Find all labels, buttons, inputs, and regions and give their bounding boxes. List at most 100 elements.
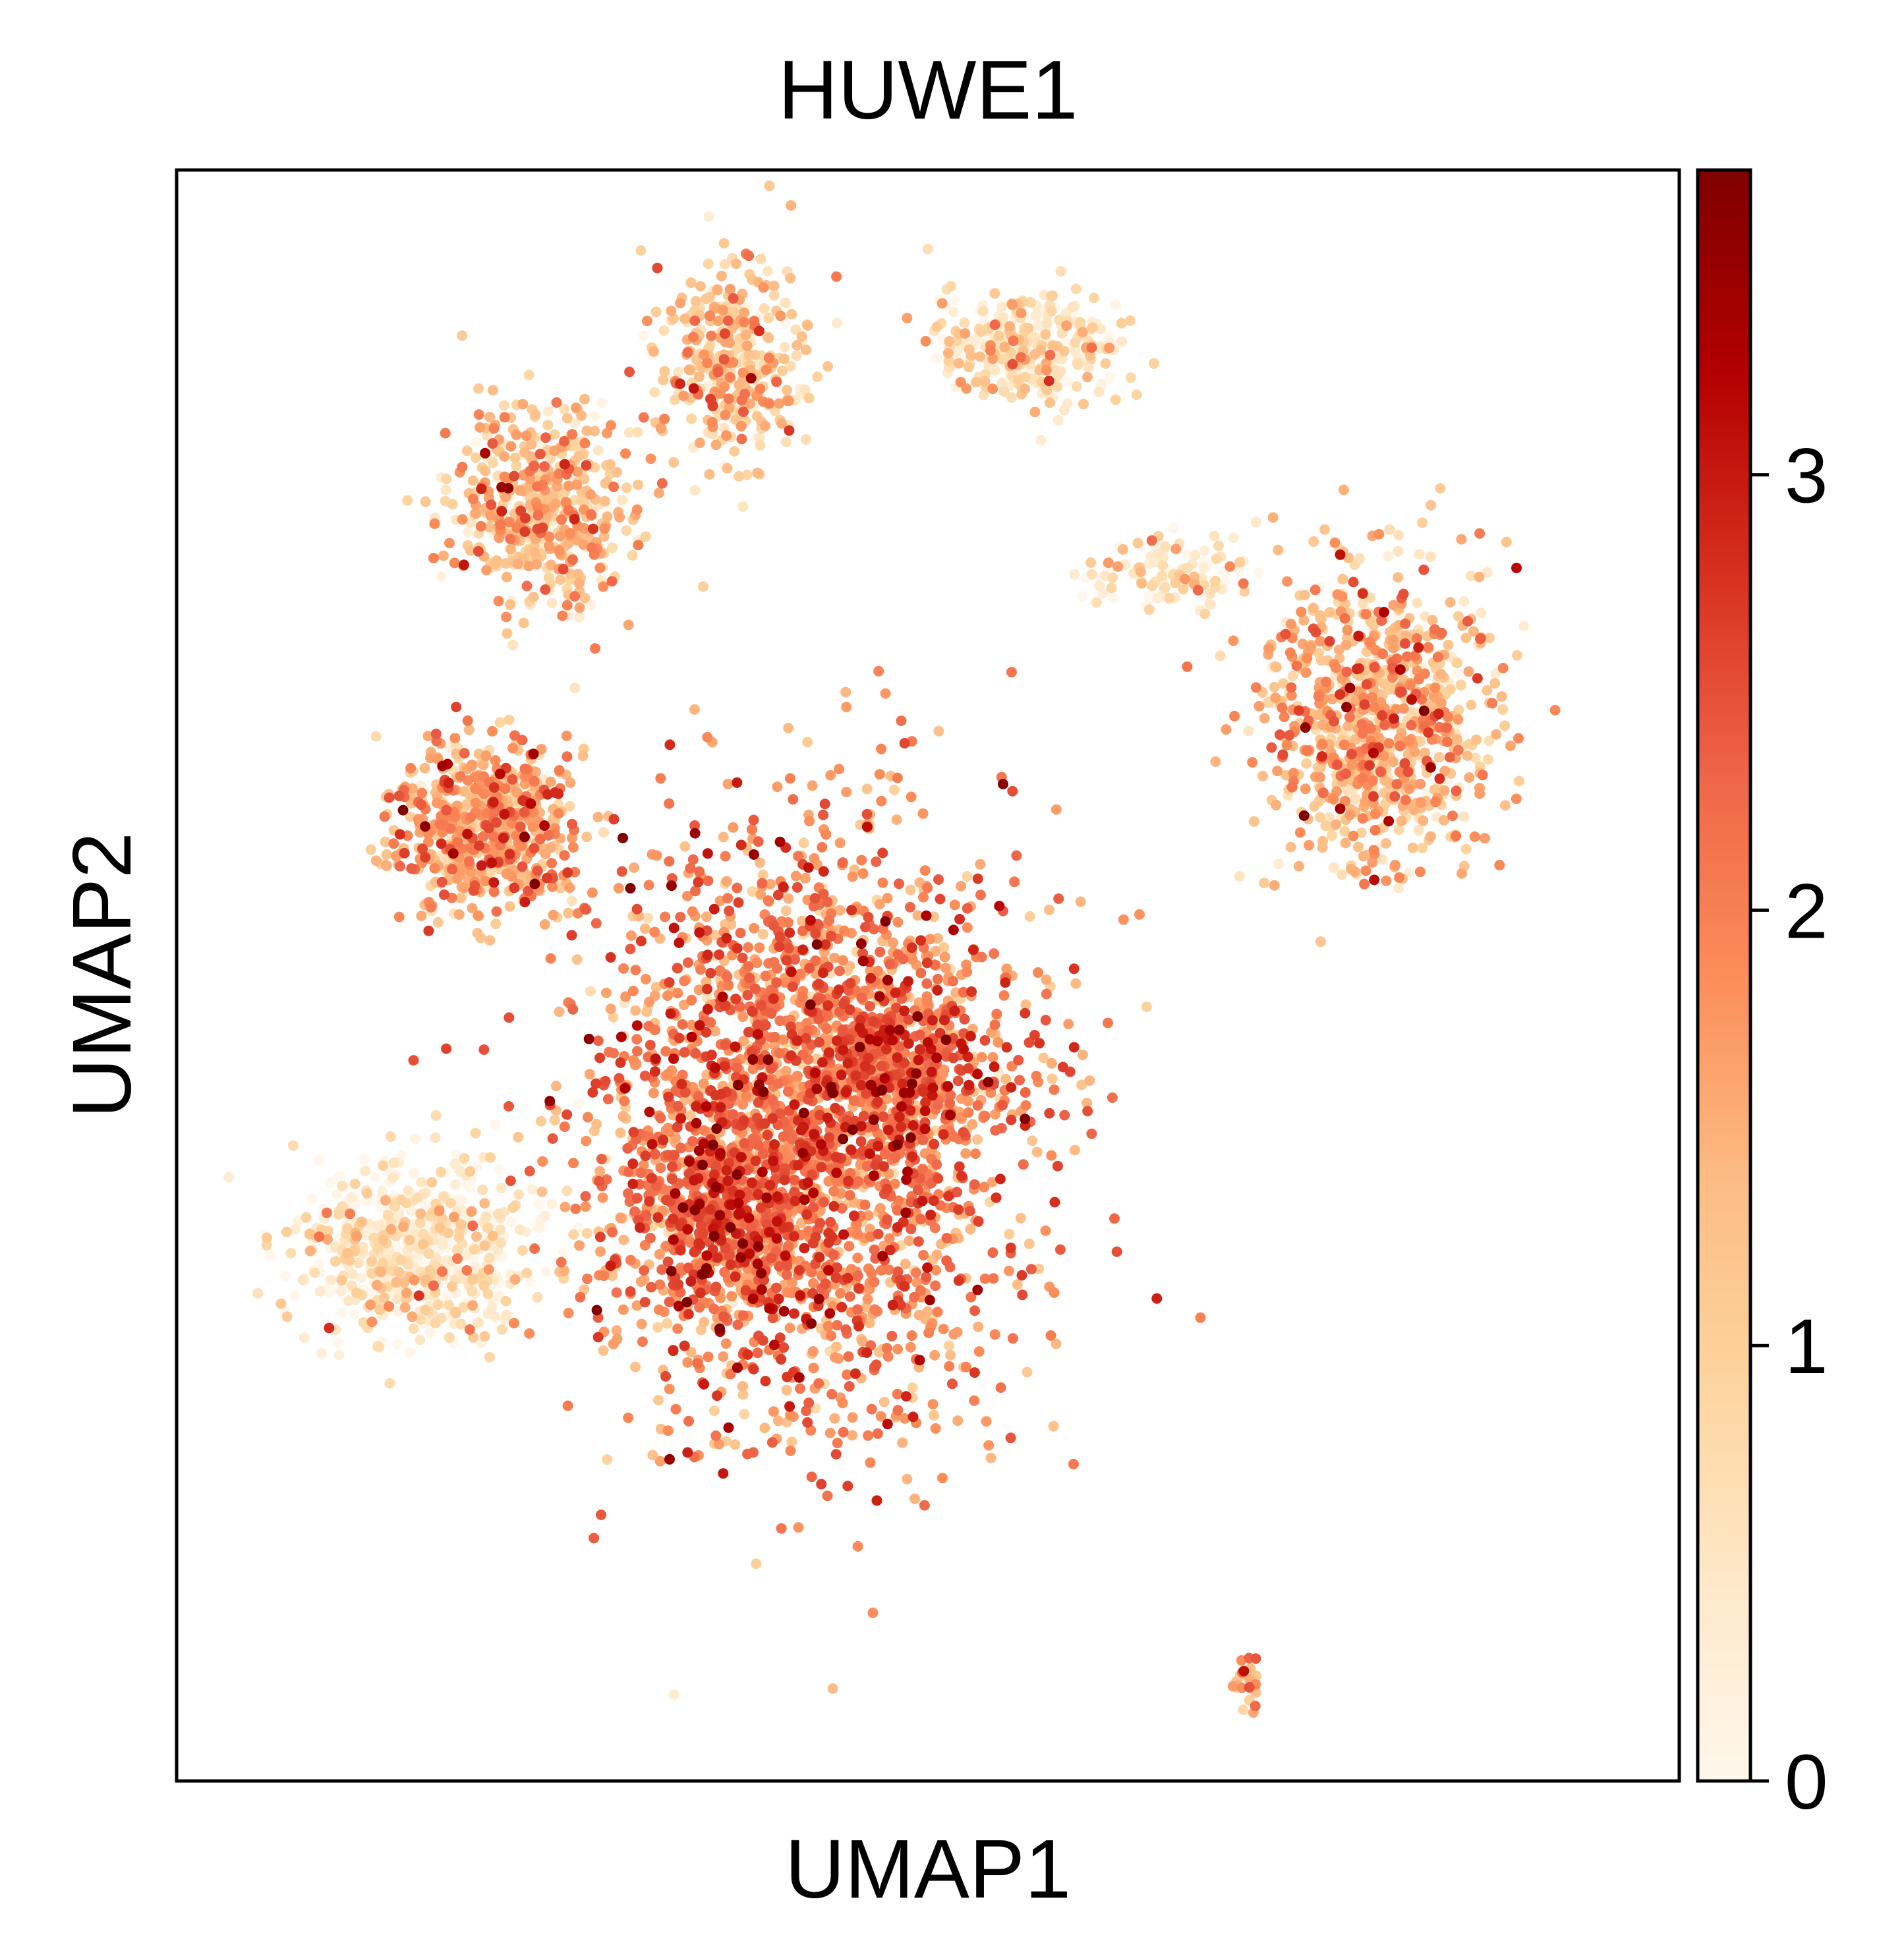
cell-point bbox=[581, 832, 592, 843]
cell-point bbox=[1393, 572, 1404, 583]
cell-point bbox=[597, 1192, 608, 1203]
cell-point bbox=[1439, 766, 1451, 777]
cell-point bbox=[366, 1316, 378, 1328]
cell-point bbox=[342, 1223, 353, 1234]
cell-point bbox=[996, 378, 1008, 389]
cell-point bbox=[349, 1309, 360, 1320]
cell-point bbox=[710, 439, 722, 451]
cell-point bbox=[479, 1198, 490, 1209]
cell-point bbox=[1061, 320, 1072, 331]
cell-point bbox=[768, 290, 780, 301]
cell-point bbox=[1112, 561, 1124, 572]
cell-point bbox=[782, 395, 793, 407]
cell-point bbox=[1143, 604, 1155, 615]
cell-point bbox=[1296, 606, 1307, 617]
cell-point bbox=[882, 893, 893, 904]
cell-point bbox=[407, 1311, 418, 1322]
cell-point bbox=[1435, 483, 1446, 494]
cell-point bbox=[1070, 978, 1082, 989]
cell-point bbox=[785, 1445, 796, 1456]
cell-point bbox=[937, 1473, 948, 1484]
cell-point bbox=[1339, 739, 1350, 750]
cell-point bbox=[591, 1119, 602, 1130]
cell-point bbox=[1480, 833, 1490, 844]
cell-point bbox=[965, 1224, 976, 1235]
cell-point bbox=[772, 1415, 784, 1426]
cell-point bbox=[716, 270, 727, 281]
cell-point bbox=[874, 769, 885, 780]
cell-point bbox=[514, 485, 525, 496]
cell-point bbox=[966, 350, 977, 361]
cell-point bbox=[1464, 772, 1475, 783]
cell-point bbox=[630, 1005, 641, 1016]
cell-point bbox=[620, 991, 631, 1002]
cell-point bbox=[747, 886, 758, 897]
cell-point bbox=[432, 1299, 444, 1311]
cell-point bbox=[956, 1093, 967, 1104]
cell-point bbox=[1287, 671, 1298, 682]
cell-point bbox=[1304, 839, 1314, 851]
cell-point bbox=[718, 304, 728, 316]
cell-point bbox=[1415, 797, 1426, 808]
cell-point bbox=[438, 550, 449, 561]
cell-point bbox=[549, 429, 560, 440]
cell-point bbox=[822, 1320, 834, 1332]
cell-point bbox=[1199, 608, 1211, 619]
cell-point bbox=[776, 418, 788, 429]
cell-point bbox=[1342, 625, 1353, 636]
cell-point bbox=[1022, 1367, 1033, 1378]
cell-point bbox=[929, 1409, 940, 1421]
cell-point bbox=[519, 447, 531, 458]
cell-point bbox=[712, 316, 724, 327]
cell-point bbox=[726, 919, 737, 930]
cell-point bbox=[1377, 854, 1387, 865]
cell-point bbox=[654, 1455, 666, 1467]
cell-point bbox=[1045, 1330, 1056, 1341]
cell-point bbox=[1270, 692, 1281, 703]
cell-point bbox=[989, 288, 1000, 299]
cell-point bbox=[1445, 684, 1456, 695]
cell-point bbox=[393, 1267, 405, 1278]
cell-point bbox=[1332, 589, 1343, 600]
cell-point bbox=[969, 335, 980, 346]
cell-point bbox=[1549, 704, 1561, 716]
cell-point bbox=[899, 1413, 910, 1424]
cell-point bbox=[521, 430, 532, 441]
cell-point bbox=[1157, 560, 1168, 571]
cell-point bbox=[562, 600, 573, 611]
cell-point bbox=[1438, 814, 1449, 826]
cell-point bbox=[1243, 725, 1254, 737]
cell-point bbox=[1511, 650, 1522, 661]
cell-point bbox=[689, 485, 701, 495]
cell-point bbox=[807, 780, 818, 791]
cell-point bbox=[623, 1412, 634, 1423]
cell-point bbox=[391, 851, 401, 862]
cell-point bbox=[1443, 639, 1454, 650]
cell-point bbox=[825, 770, 836, 781]
cell-point bbox=[573, 578, 585, 589]
cell-point bbox=[571, 402, 581, 413]
cell-point bbox=[554, 1006, 565, 1017]
cell-point bbox=[962, 967, 973, 978]
cell-point bbox=[801, 345, 811, 355]
cell-point bbox=[1281, 739, 1292, 750]
cell-point bbox=[527, 822, 538, 833]
cell-point bbox=[574, 1240, 585, 1251]
cell-point bbox=[1263, 643, 1274, 654]
cell-point bbox=[444, 1332, 455, 1343]
cell-point bbox=[505, 544, 516, 555]
cell-point bbox=[517, 1245, 528, 1256]
cell-point bbox=[664, 1126, 675, 1137]
cell-point bbox=[1062, 376, 1074, 387]
cell-point bbox=[919, 865, 931, 876]
cell-point bbox=[521, 1268, 533, 1278]
cell-point bbox=[1468, 626, 1479, 637]
cell-point bbox=[1195, 1312, 1206, 1323]
cell-point bbox=[347, 1268, 358, 1280]
cell-point bbox=[1350, 866, 1360, 878]
cell-point bbox=[1117, 544, 1128, 555]
cell-point bbox=[1405, 680, 1416, 691]
cell-point bbox=[450, 1308, 461, 1318]
cell-point bbox=[779, 342, 790, 353]
cell-point bbox=[463, 526, 474, 538]
